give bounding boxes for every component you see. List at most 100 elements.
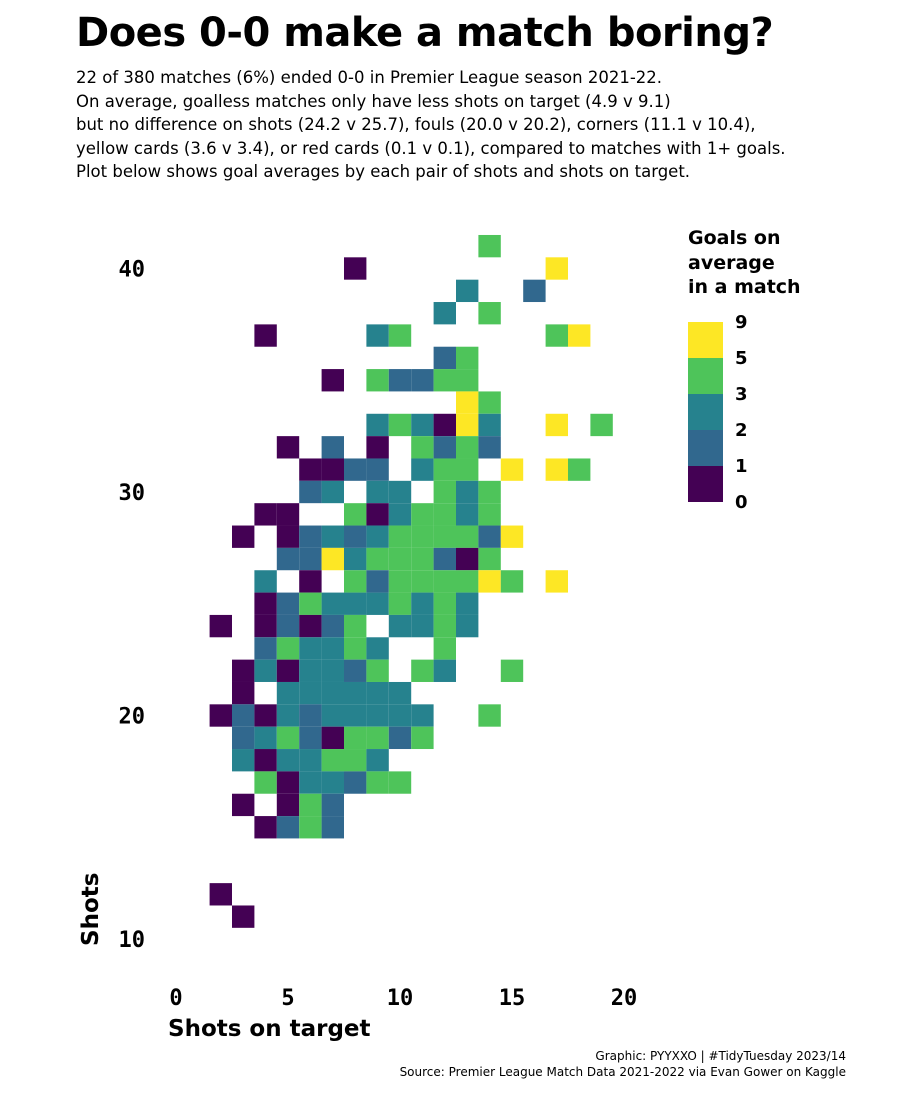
heatmap-cell [232,793,255,817]
heatmap-cell [478,704,501,727]
heatmap-cell [254,704,277,727]
heatmap-cell [568,458,591,481]
heatmap-cell [299,614,322,638]
heatmap-cell [209,883,232,906]
heatmap-cell [299,681,322,705]
x-tick-label: 10 [387,986,414,1011]
heatmap-cell [388,413,412,437]
heatmap-cell [232,704,255,727]
heatmap-cell [456,503,479,526]
heatmap-cell [411,547,434,571]
heatmap-cell [388,726,412,750]
heatmap-cell [254,637,277,660]
heatmap-cell [456,279,479,303]
y-tick-label: 10 [119,928,146,953]
heatmap-cell [500,570,524,593]
x-axis-label: Shots on target [168,1016,371,1042]
subtitle-line: Plot below shows goal averages by each p… [76,162,691,182]
heatmap-cell [478,480,501,504]
heatmap-cell [254,771,277,794]
heatmap-cell [344,659,367,682]
heatmap-cell [321,436,344,459]
heatmap-cell [478,525,501,548]
heatmap-cell [456,480,479,504]
chart-subtitle: 22 of 380 matches (6%) ended 0-0 in Prem… [76,66,876,184]
heatmap-cell [299,793,322,817]
heatmap-cell [411,704,434,727]
caption: Graphic: PYYXXO | #TidyTuesday 2023/14 S… [400,1048,846,1080]
heatmap-cell [344,525,367,548]
heatmap-cell [299,458,322,481]
heatmap-cell [366,369,389,392]
heatmap-cell [321,592,344,615]
heatmap-cell [433,614,456,638]
heatmap-cell [321,547,344,571]
heatmap-cell [500,525,524,548]
heatmap-cell [276,793,300,817]
heatmap-cell [232,659,255,682]
heatmap-cell [321,771,344,794]
heatmap-cell [299,659,322,682]
heatmap-cell [545,413,568,437]
heatmap-cell [321,525,344,548]
heatmap-cell [299,592,322,615]
heatmap-cell [366,749,389,772]
heatmap-cell [478,234,501,258]
heatmap-cell [456,346,479,370]
heatmap-cell [232,681,255,705]
heatmap-cell [299,771,322,794]
legend-tick-label: 9 [735,312,748,333]
heatmap-cell [344,592,367,615]
heatmap-cell [276,704,300,727]
heatmap-cell [411,592,434,615]
heatmap-cell [254,726,277,750]
heatmap-cell [276,637,300,660]
heatmap-cell [299,726,322,750]
heatmap-cell [500,659,524,682]
heatmap-cell [568,324,591,347]
heatmap-cell [366,413,389,437]
heatmap-cell [366,503,389,526]
legend-swatch [688,430,723,466]
legend-swatch [688,466,723,502]
legend-tick-label: 3 [735,384,748,405]
heatmap-cell [344,749,367,772]
heatmap-cell [344,503,367,526]
heatmap-cell [232,726,255,750]
legend-title-line: Goals on [688,227,781,249]
heatmap-cell [388,525,412,548]
subtitle-line: yellow cards (3.6 v 3.4), or red cards (… [76,138,786,158]
subtitle-line: but no difference on shots (24.2 v 25.7)… [76,115,756,135]
heatmap-cell [388,547,412,571]
heatmap-cell [456,391,479,414]
heatmap-cell [366,525,389,548]
heatmap-cell [276,525,300,548]
heatmap-cell [433,413,456,437]
heatmap-cell [433,592,456,615]
heatmap-cell [321,614,344,638]
heatmap-cell [456,413,479,437]
y-tick-label: 40 [119,258,146,283]
y-axis-ticks: 10 20 30 40 [119,258,146,954]
heatmap-cell [411,369,434,392]
heatmap-cell [366,592,389,615]
heatmap-cell [299,525,322,548]
heatmap-cell [276,749,300,772]
heatmap-cell [433,547,456,571]
heatmap-cell [232,905,255,928]
heatmap-cell [321,480,344,504]
heatmap-cell [433,346,456,370]
heatmap-cell [433,369,456,392]
heatmap-cell [433,480,456,504]
heatmap-cell [478,391,501,414]
heatmap-cell [276,547,300,571]
heatmap-cell [500,458,524,481]
heatmap-cell [411,413,434,437]
heatmap-cell [344,547,367,571]
heatmap-cell [388,503,412,526]
heatmap-cell [388,570,412,593]
heatmap-cell [344,257,367,280]
heatmap-cell [388,480,412,504]
heatmap-cell [366,547,389,571]
